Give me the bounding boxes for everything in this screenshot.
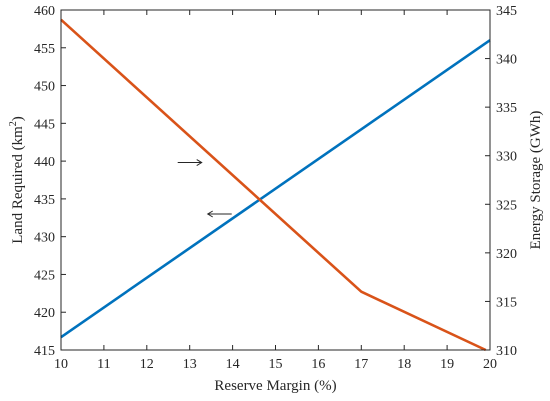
plot-area-box: [60, 9, 491, 351]
energy-storage-series-line: [60, 18, 487, 352]
arrow-head: [196, 159, 203, 166]
x-axis-title: Reserve Margin (%): [214, 378, 336, 394]
x-tick-label: 12: [140, 357, 154, 372]
left-y-tick-label: 455: [34, 42, 55, 57]
arrow-head: [206, 210, 213, 218]
right-y-tick-label: 345: [496, 4, 517, 19]
right-y-tick-label: 315: [496, 295, 517, 310]
x-tick-label: 13: [183, 357, 197, 372]
series-layer: [60, 18, 491, 352]
x-tick-label: 18: [397, 357, 411, 372]
x-tick-label: 15: [269, 357, 283, 372]
left-y-tick-label: 425: [34, 268, 55, 283]
left-y-tick-label: 415: [34, 344, 55, 359]
annotation-layer: [177, 159, 232, 218]
x-tick-label: 11: [97, 357, 110, 372]
right-y-tick-label: 335: [496, 101, 517, 116]
x-tick-label: 10: [54, 357, 68, 372]
left-pointing-arrow-annotation: [206, 210, 232, 218]
x-tick-label: 17: [354, 357, 368, 372]
right-y-axis-title: Energy Storage (GWh): [528, 111, 544, 250]
left-y-tick-label: 420: [34, 306, 55, 321]
left-y-axis-title-close: ): [10, 116, 26, 121]
left-y-tick-label: 445: [34, 117, 55, 132]
right-pointing-arrow-annotation: [177, 159, 203, 166]
right-y-tick-label: 325: [496, 198, 517, 213]
left-y-axis-title-text: Land Required (km: [10, 126, 26, 244]
left-y-tick-label: 430: [34, 231, 55, 246]
right-y-tick-label: 310: [496, 344, 517, 359]
x-tick-label: 19: [440, 357, 454, 372]
ticks-layer: 10 11 12 13 14 15 16 17 18 19 20 415 420 425 430 435 440…: [34, 4, 517, 372]
land-required-series-line: [60, 39, 491, 339]
right-y-tick-label: 340: [496, 53, 517, 68]
x-tick-label: 16: [311, 357, 325, 372]
left-y-axis-title: Land Required (km2): [8, 116, 26, 243]
left-y-tick-label: 460: [34, 4, 55, 19]
left-y-tick-label: 450: [34, 80, 55, 95]
left-y-axis-title-superscript: 2: [8, 121, 19, 126]
right-y-tick-label: 320: [496, 247, 517, 262]
left-y-tick-label: 435: [34, 193, 55, 208]
x-tick-label: 14: [226, 357, 240, 372]
left-y-tick-label: 440: [34, 155, 55, 170]
x-tick-label: 20: [483, 357, 497, 372]
right-y-tick-label: 330: [496, 150, 517, 165]
